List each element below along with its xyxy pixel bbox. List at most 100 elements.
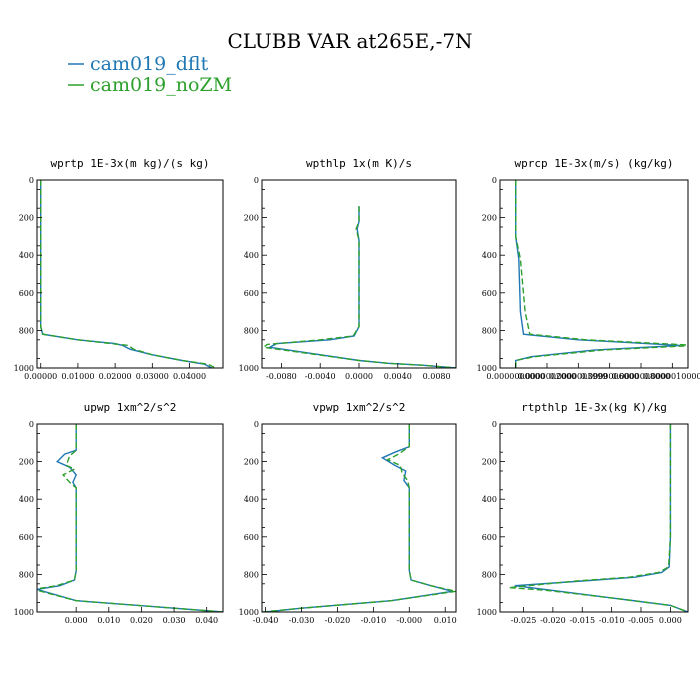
- x-tick-label: -0.005: [628, 616, 654, 625]
- panel-title: vpwp 1xm^2/s^2: [313, 401, 406, 414]
- y-tick-label: 1000: [239, 608, 259, 617]
- y-tick-label: 400: [19, 251, 34, 260]
- x-tick-label: 0.000: [659, 616, 682, 625]
- series-line-nozm: [262, 424, 456, 612]
- y-tick-label: 400: [482, 495, 497, 504]
- x-tick-label: 0.0000010000: [643, 372, 700, 381]
- y-tick-label: 0: [492, 176, 497, 185]
- y-tick-label: 0: [492, 420, 497, 429]
- panel-title: rtpthlp 1E-3x(kg K)/kg: [521, 401, 667, 414]
- panel-title: wprcp 1E-3x(m/s) (kg/kg): [515, 157, 674, 170]
- panel-1: wprtp 1E-3x(m kg)/(s kg) 0 200 400 600 800 100…: [14, 157, 224, 381]
- x-tick-label: -0.010: [599, 616, 625, 625]
- x-tick-label: 0.040: [195, 616, 218, 625]
- x-tick-label: 0.0040: [384, 372, 412, 381]
- y-tick-label: 200: [482, 214, 497, 223]
- y-tick-label: 200: [19, 214, 34, 223]
- x-tick-label: -0.0080: [266, 372, 297, 381]
- series-line-dflt: [40, 180, 213, 368]
- y-tick-label: 600: [482, 533, 497, 542]
- x-tick-label: 0.0000006000: [580, 372, 639, 381]
- y-tick-label: 1000: [14, 608, 34, 617]
- legend-label-dflt: cam019_dflt: [90, 53, 209, 75]
- x-tick-label: 0.0000000000: [486, 372, 545, 381]
- y-tick-label: 400: [244, 251, 259, 260]
- panel-title: wprtp 1E-3x(m kg)/(s kg): [51, 157, 210, 170]
- plot-frame: [36, 423, 224, 613]
- x-tick-label: -0.010: [361, 616, 387, 625]
- y-tick-label: 200: [482, 458, 497, 467]
- x-tick-label: 0.030: [163, 616, 186, 625]
- x-tick-label: 0.01000: [61, 372, 94, 381]
- series-line-nozm: [508, 424, 688, 612]
- plot-frame: [36, 179, 224, 369]
- x-tick-label: 0.0000003999: [549, 372, 608, 381]
- y-tick-label: 800: [244, 326, 259, 335]
- series-line-nozm: [40, 180, 216, 368]
- x-tick-label: 0.000: [65, 616, 88, 625]
- y-tick-label: 600: [482, 289, 497, 298]
- x-tick-label: -0.030: [289, 616, 315, 625]
- panel-4: upwp 1xm^2/s^2 0 200 400 600 800 1000 0.000 0.01…: [14, 401, 224, 625]
- series-line-dflt: [515, 180, 681, 368]
- y-tick-label: 600: [244, 289, 259, 298]
- x-tick-label: 0.03000: [136, 372, 169, 381]
- x-tick-label: 0.02000: [99, 372, 132, 381]
- plot-frame: [499, 179, 689, 369]
- panel-3: wprcp 1E-3x(m/s) (kg/kg) 0 200 400 600 800 100…: [477, 157, 700, 381]
- y-tick-label: 400: [244, 495, 259, 504]
- y-tick-label: 0: [254, 420, 259, 429]
- y-tick-label: 400: [19, 495, 34, 504]
- x-tick-label: -0.020: [540, 616, 566, 625]
- x-tick-label: 0.010: [97, 616, 120, 625]
- y-tick-label: 0: [29, 176, 34, 185]
- x-tick-label: 0.0000: [345, 372, 373, 381]
- series-line-nozm: [262, 206, 456, 368]
- y-tick-label: 400: [482, 251, 497, 260]
- x-tick-label: 0.020: [130, 616, 153, 625]
- x-tick-label: -0.0040: [305, 372, 336, 381]
- y-tick-label: 1000: [477, 608, 497, 617]
- y-tick-label: 600: [19, 533, 34, 542]
- panel-6: rtpthlp 1E-3x(kg K)/kg 0 200 400 600 800 1000 -…: [477, 401, 689, 625]
- panels: wprtp 1E-3x(m kg)/(s kg) 0 200 400 600 800 100…: [14, 157, 700, 625]
- x-tick-label: 0.0000008000: [612, 372, 671, 381]
- y-tick-label: 800: [244, 570, 259, 579]
- x-tick-label: 0.010: [434, 616, 457, 625]
- series-line-dflt: [37, 424, 223, 612]
- y-tick-label: 200: [19, 458, 34, 467]
- y-tick-label: 800: [19, 326, 34, 335]
- panel-title: upwp 1xm^2/s^2: [84, 401, 177, 414]
- x-tick-label: -0.000: [396, 616, 422, 625]
- panel-title: wpthlp 1x(m K)/s: [306, 157, 412, 170]
- legend-label-nozm: cam019_noZM: [90, 74, 232, 96]
- plot-frame: [261, 423, 457, 613]
- series-line-nozm: [515, 180, 688, 368]
- plot-frame: [499, 423, 689, 613]
- figure-title: CLUBB VAR at265E,-7N: [227, 29, 472, 53]
- y-tick-label: 1000: [239, 364, 259, 373]
- series-line-dflt: [267, 206, 456, 368]
- y-tick-label: 200: [244, 214, 259, 223]
- y-tick-label: 600: [244, 533, 259, 542]
- y-tick-label: 1000: [14, 364, 34, 373]
- y-tick-label: 0: [29, 420, 34, 429]
- y-tick-label: 800: [19, 570, 34, 579]
- legend: cam019_dflt cam019_noZM: [68, 53, 232, 96]
- y-tick-label: 0: [254, 176, 259, 185]
- x-tick-label: 0.00000: [24, 372, 57, 381]
- y-tick-label: 600: [19, 289, 34, 298]
- y-tick-label: 800: [482, 570, 497, 579]
- series-line-nozm: [37, 424, 223, 612]
- x-tick-label: 0.0080: [423, 372, 451, 381]
- x-tick-label: -0.020: [325, 616, 351, 625]
- y-tick-label: 1000: [477, 364, 497, 373]
- y-tick-label: 200: [244, 458, 259, 467]
- panel-5: vpwp 1xm^2/s^2 0 200 400 600 800 1000-0.040 -0.…: [239, 401, 457, 625]
- x-tick-label: -0.025: [511, 616, 537, 625]
- x-tick-label: 0.04000: [173, 372, 206, 381]
- x-tick-label: -0.015: [569, 616, 595, 625]
- y-tick-label: 800: [482, 326, 497, 335]
- panel-2: wpthlp 1x(m K)/s 0 200 400 600 800 1000 -0.0080…: [239, 157, 457, 381]
